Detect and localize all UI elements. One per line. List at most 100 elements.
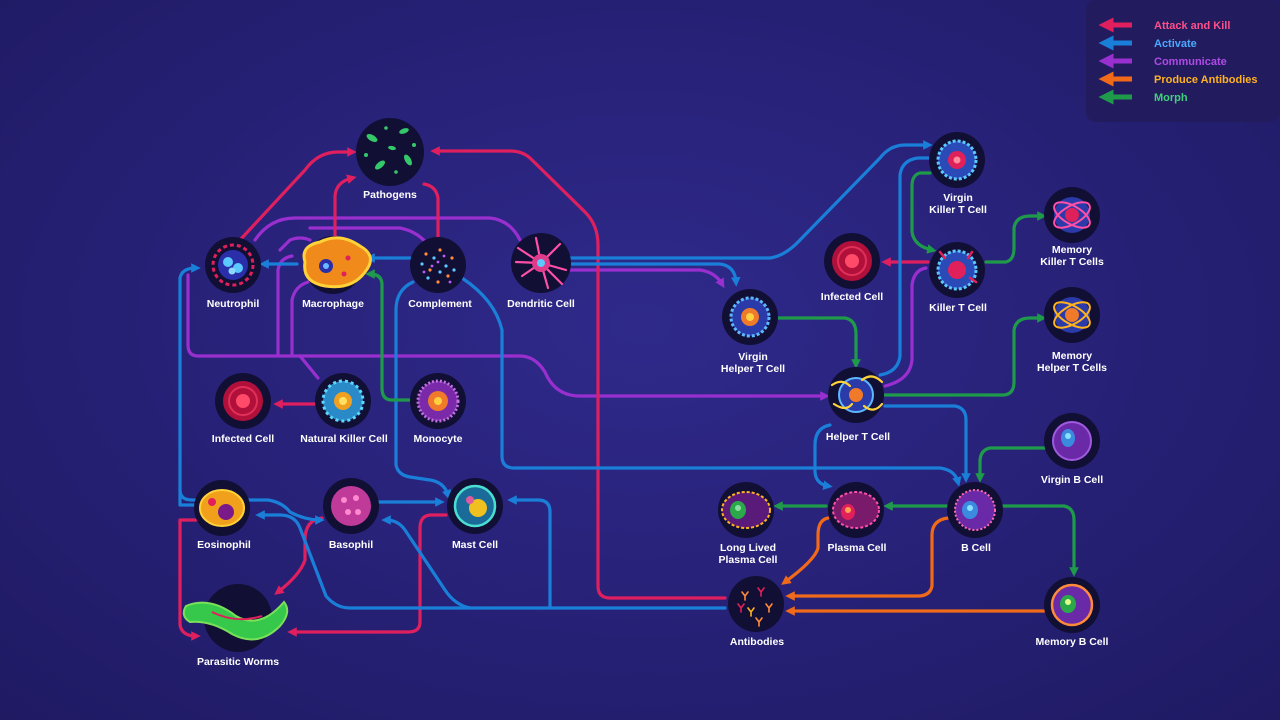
communicate-link <box>290 280 310 358</box>
node-mast-cell[interactable]: Mast Cell <box>447 478 503 551</box>
node-label: Natural Killer Cell <box>300 433 388 445</box>
node-memory-b-cell[interactable]: Memory B Cell <box>1036 577 1109 648</box>
legend-label: Attack and Kill <box>1154 20 1230 32</box>
node-monocyte[interactable]: Monocyte <box>410 373 466 445</box>
node-label: Long Lived <box>720 542 776 554</box>
node-natural-killer-cell[interactable]: Natural Killer Cell <box>300 373 388 445</box>
node-label: Killer T Cell <box>929 302 987 314</box>
virgin-killer-t-cell-icon <box>929 132 985 188</box>
node-label: Basophil <box>329 539 373 551</box>
node-label: Helper T Cells <box>1037 362 1107 374</box>
legend: Attack and Kill Activate Communicate Pro… <box>1086 0 1280 122</box>
node-label: Killer T Cell <box>929 204 987 216</box>
node-pathogens[interactable]: Pathogens <box>356 118 424 201</box>
morph-link <box>1000 504 1079 577</box>
basophil-icon <box>323 478 379 534</box>
node-label: Plasma Cell <box>828 542 887 554</box>
dendritic-cell-icon <box>511 233 571 293</box>
activate-link <box>878 156 932 377</box>
morph-link <box>910 171 937 254</box>
morph-link <box>883 313 1047 397</box>
node-virgin-helper-t-cell[interactable]: Virgin Helper T Cell <box>721 289 785 375</box>
activate-link <box>394 280 452 500</box>
node-antibodies[interactable]: Antibodies <box>728 576 784 648</box>
memory-helper-t-cell-icon <box>1044 287 1100 343</box>
activate-link <box>813 423 833 490</box>
node-long-lived-plasma-cell[interactable]: Long Lived Plasma Cell <box>718 482 778 566</box>
node-parasitic-worms[interactable]: Parasitic Worms <box>182 584 289 668</box>
activate-link <box>460 276 962 487</box>
node-label: Infected Cell <box>821 291 884 303</box>
attack-link <box>422 182 440 240</box>
communicate-link <box>276 254 294 358</box>
legend-item-activate: Activate <box>1098 35 1197 51</box>
node-complement[interactable]: Complement <box>408 237 472 310</box>
long-lived-plasma-cell-icon <box>718 482 774 538</box>
activate-link <box>178 488 325 525</box>
memory-b-cell-icon <box>1044 577 1100 633</box>
infected-cell-icon <box>824 233 880 289</box>
node-virgin-killer-t-cell[interactable]: Virgin Killer T Cell <box>929 132 987 216</box>
communicate-link <box>278 236 312 252</box>
attack-link <box>178 518 201 641</box>
attack-link <box>287 513 448 637</box>
mast-cell-icon <box>447 478 503 534</box>
node-label: Dendritic Cell <box>507 298 575 310</box>
node-virgin-b-cell[interactable]: Virgin B Cell <box>1041 413 1103 486</box>
node-helper-t-cell[interactable]: Helper T Cell <box>826 367 890 443</box>
node-basophil[interactable]: Basophil <box>323 478 379 551</box>
killer-t-cell-icon <box>929 242 985 298</box>
legend-item-morph: Morph <box>1098 89 1188 105</box>
attack-link <box>238 147 357 242</box>
communicate-link <box>883 266 928 388</box>
node-label: Macrophage <box>302 298 364 310</box>
b-cell-icon <box>947 482 1003 538</box>
node-neutrophil[interactable]: Neutrophil <box>205 237 261 310</box>
legend-label: Communicate <box>1154 56 1227 68</box>
parasitic-worm-icon <box>182 584 289 652</box>
node-eosinophil[interactable]: Eosinophil <box>194 480 251 551</box>
morph-link <box>984 211 1047 264</box>
antibodies-icon <box>728 576 784 632</box>
communicate-link <box>298 354 320 380</box>
node-macrophage[interactable]: Macrophage <box>302 236 372 310</box>
eosinophil-icon <box>194 480 250 536</box>
neutrophil-icon <box>205 237 261 293</box>
node-label: B Cell <box>961 542 991 554</box>
node-label: Memory <box>1052 350 1092 362</box>
morph-link <box>365 269 412 402</box>
node-label: Memory <box>1052 244 1092 256</box>
antibodies-link <box>785 516 950 601</box>
node-infected-cell[interactable]: Infected Cell <box>821 233 884 303</box>
legend-label: Activate <box>1154 38 1197 50</box>
activate-link <box>558 140 933 260</box>
activate-link <box>883 404 971 483</box>
plasma-cell-icon <box>828 482 884 538</box>
activate-link <box>178 263 207 507</box>
activate-link <box>507 495 552 610</box>
node-infected-cell[interactable]: Infected Cell <box>212 373 275 445</box>
node-plasma-cell[interactable]: Plasma Cell <box>828 482 887 554</box>
infected-cell-icon <box>215 373 271 429</box>
node-b-cell[interactable]: B Cell <box>947 482 1003 554</box>
antibodies-link <box>781 516 830 585</box>
communicate-link <box>558 268 725 289</box>
activate-link <box>558 262 741 287</box>
node-label: Virgin <box>738 351 768 363</box>
monocyte-icon <box>410 373 466 429</box>
attack-link <box>333 174 357 240</box>
node-memory-killer-t-cells[interactable]: Memory Killer T Cells <box>1040 187 1104 268</box>
node-label: Infected Cell <box>212 433 275 445</box>
memory-killer-t-cell-icon <box>1044 187 1100 243</box>
legend-item-produce-antibodies: Produce Antibodies <box>1098 71 1258 87</box>
node-label: Helper T Cell <box>826 431 890 443</box>
node-label: Parasitic Worms <box>197 656 279 668</box>
communicate-link <box>253 216 522 242</box>
natural-killer-cell-icon <box>315 373 371 429</box>
node-label: Mast Cell <box>452 539 498 551</box>
node-dendritic-cell[interactable]: Dendritic Cell <box>507 233 575 310</box>
node-memory-helper-t-cells[interactable]: Memory Helper T Cells <box>1037 287 1107 374</box>
node-killer-t-cell[interactable]: Killer T Cell <box>929 242 987 314</box>
node-label: Plasma Cell <box>719 554 778 566</box>
morph-link <box>776 316 861 369</box>
